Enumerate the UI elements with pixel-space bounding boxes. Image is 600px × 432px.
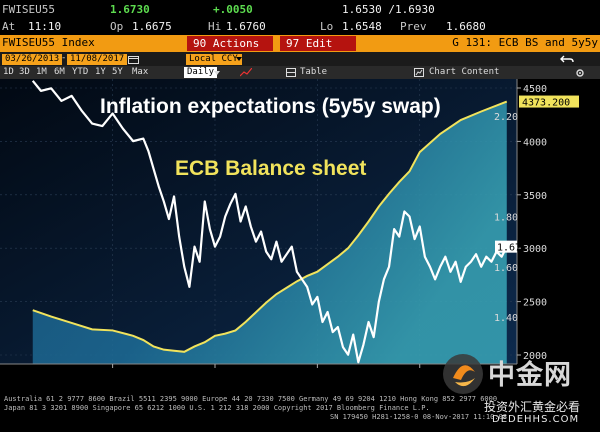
series-line-ecb-balance-sheet <box>32 100 508 353</box>
ecb-last-value-box <box>519 95 579 108</box>
watermark-url: DEDEHHS.COM <box>492 414 580 425</box>
right-axis-tick-label-2: 3500 <box>523 191 547 202</box>
command-bar: FWISEU55 Index 90 Actions 97 Edit G 131:… <box>0 35 600 52</box>
chart-content-button[interactable]: Chart Content <box>429 67 500 77</box>
prev-label: Prev <box>400 20 427 33</box>
hi-label: Hi <box>208 20 222 33</box>
range-button-max[interactable]: Max <box>132 67 149 77</box>
right-axis-tick-label-5: 2000 <box>523 351 547 362</box>
inflation-axis-tick-label-1: 1.80 <box>494 213 518 224</box>
right-axis-tick-label-0: 4500 <box>523 84 547 95</box>
actions-menu-button[interactable]: 90 Actions <box>187 36 273 51</box>
at-label: At <box>2 20 16 33</box>
quote-row-2: At 11:10 Op 1.6675 Hi 1.6760 Lo 1.6548 P… <box>0 18 600 35</box>
x-axis: 20132014201520162017 <box>0 363 517 368</box>
range-button-1m[interactable]: 1M <box>36 67 47 77</box>
page-title: G 131: ECB BS and 5y5y <box>452 36 598 49</box>
range-row: 1D 3D 1M 6M YTD 1Y 5Y Max Daily Table Ch… <box>0 66 600 79</box>
series-line-inflation-expectations <box>31 80 508 364</box>
series-lines <box>31 80 508 364</box>
edit-menu-button[interactable]: 97 Edit <box>280 36 356 51</box>
inflation-axis-tick-label-0: 2.20 <box>494 112 518 123</box>
x-axis-panel <box>0 364 517 376</box>
bid-ask-range: 1.6530 /1.6930 <box>342 2 435 16</box>
open-label: Op <box>110 20 124 33</box>
date-row: 03/26/2013 - 11/08/2017 Local CCY <box>0 52 600 66</box>
footer-contact-line-2: Japan 81 3 3201 8900 Singapore 65 6212 1… <box>4 404 430 412</box>
range-button-6m[interactable]: 6M <box>54 67 65 77</box>
calendar-icon[interactable] <box>128 55 139 64</box>
range-button-3d[interactable]: 3D <box>19 67 30 77</box>
range-button-ytd[interactable]: YTD <box>72 67 89 77</box>
chart-title: Inflation expectations (5y5y swap) <box>100 95 441 118</box>
inflation-axis-tick-label-3: 1.40 <box>494 313 518 324</box>
balance-sheet-area <box>32 101 507 364</box>
inflation-last-value-label: 1.67 <box>497 243 521 254</box>
inflation-last-value-box <box>495 240 517 253</box>
left-axis-labels: 2.20 1.80 1.60 1.40 <box>494 112 518 324</box>
last-value-labels: 4373.200 1.67 <box>495 95 579 254</box>
price-change: +.0050 <box>213 2 253 16</box>
end-date-field[interactable]: 11/08/2017 <box>67 54 128 65</box>
right-axis-panel <box>517 79 600 376</box>
range-button-1d[interactable]: 1D <box>3 67 14 77</box>
footer-serial-line: SN 179450 H281-1258-0 08-Nov-2017 11:10:… <box>330 413 508 421</box>
chevron-down-icon <box>214 71 220 75</box>
start-date-field[interactable]: 03/26/2013 <box>2 54 63 65</box>
period-dropdown[interactable]: Daily <box>184 67 218 78</box>
right-axis: 4500 4000 3500 3000 2500 2000 <box>516 79 547 364</box>
prev-value: 1.6680 <box>446 20 486 33</box>
lo-label: Lo <box>320 20 334 33</box>
at-time: 11:10 <box>28 20 62 33</box>
watermark-title: 中金网 <box>488 360 572 391</box>
ecb-last-value-label: 4373.200 <box>522 98 570 109</box>
quote-row-1: FWISEU55 1.6730 +.0050 1.6530 /1.6930 <box>0 0 600 18</box>
chart-area: 4500 4000 3500 3000 2500 2000 2.20 1.80 1.60 1.4… <box>0 79 600 376</box>
watermark-logo <box>443 354 483 394</box>
range-button-5y[interactable]: 5Y <box>112 67 123 77</box>
last-price: 1.6730 <box>110 2 150 16</box>
gear-icon[interactable] <box>575 68 585 78</box>
undo-arrow-icon[interactable] <box>560 53 574 65</box>
inflation-axis-tick-label-2: 1.60 <box>494 263 518 274</box>
footer: Australia 61 2 9777 8600 Brazil 5511 239… <box>0 392 600 432</box>
line-chart-icon[interactable] <box>240 68 252 77</box>
watermark-subtitle: 投资外汇黄金必看 <box>484 400 581 414</box>
right-axis-tick-label-3: 3000 <box>523 244 547 255</box>
table-button[interactable]: Table <box>300 67 328 77</box>
lo-value: 1.6548 <box>342 20 382 33</box>
balance-sheet-area-fill <box>32 101 507 364</box>
currency-dropdown[interactable]: Local CCY <box>186 54 242 65</box>
right-axis-tick-label-4: 2500 <box>523 298 547 309</box>
table-icon <box>286 68 296 77</box>
footer-contact-line-1: Australia 61 2 9777 8600 Brazil 5511 239… <box>4 395 498 403</box>
right-axis-tick-label-1: 4000 <box>523 137 547 148</box>
chevron-down-icon <box>236 57 242 61</box>
range-button-1y[interactable]: 1Y <box>95 67 106 77</box>
balance-sheet-annotation: ECB Balance sheet <box>175 157 366 180</box>
hi-value: 1.6760 <box>226 20 266 33</box>
date-separator: - <box>61 53 67 63</box>
ticker-label: FWISEU55 <box>2 2 55 16</box>
open-value: 1.6675 <box>132 20 172 33</box>
security-name[interactable]: FWISEU55 Index <box>2 36 95 49</box>
chart-content-icon <box>414 68 424 77</box>
